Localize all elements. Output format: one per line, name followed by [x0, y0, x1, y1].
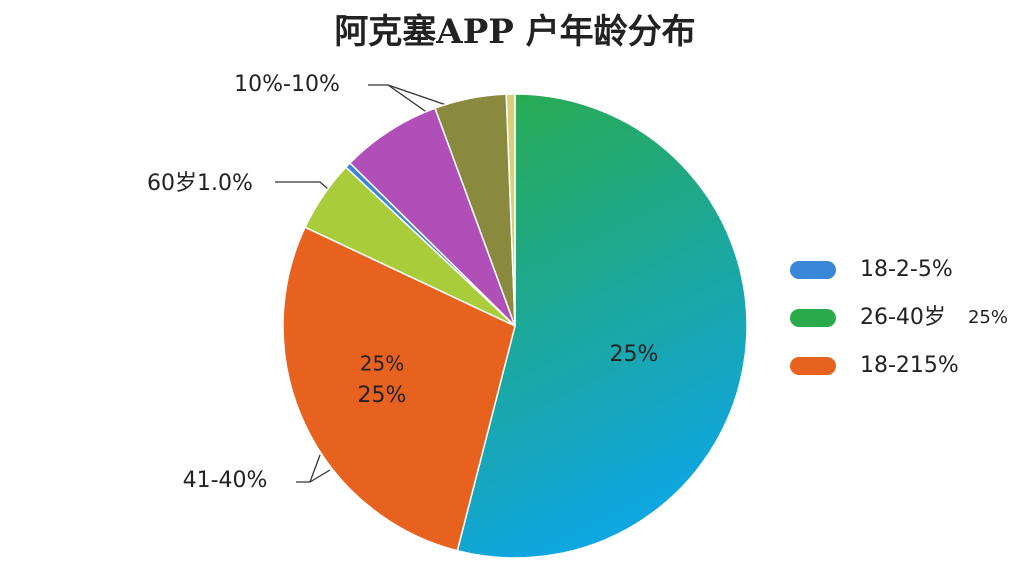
chart-title: 阿克塞APP 户年龄分布 [334, 12, 695, 52]
legend-swatch [790, 309, 836, 327]
legend-label: 26-40岁 [860, 305, 946, 330]
annotation: 41-40% [183, 468, 268, 493]
annotation: 60岁1.0% [147, 171, 253, 196]
pie-slice [456, 93, 748, 559]
pie-slice [505, 93, 516, 327]
pie-slice [348, 107, 516, 327]
legend-swatch [790, 357, 836, 375]
legend-label: 18-215% [860, 353, 959, 378]
legend-swatch [790, 261, 836, 279]
annotation: 25% [360, 352, 404, 376]
annotation: 25% [358, 383, 407, 408]
annotation: 25% [968, 307, 1008, 328]
legend-label: 18-2-5% [860, 257, 953, 282]
annotation: 25% [610, 342, 659, 367]
pie-slice [282, 226, 516, 552]
annotation: 10%-10% [234, 72, 340, 97]
